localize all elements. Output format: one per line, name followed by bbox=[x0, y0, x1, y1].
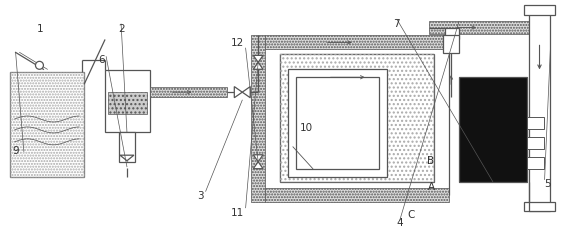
Bar bbox=[429, 21, 529, 33]
Bar bbox=[296, 77, 379, 169]
Text: A: A bbox=[427, 182, 435, 192]
Text: C: C bbox=[407, 210, 415, 220]
Polygon shape bbox=[253, 162, 263, 169]
Text: 10: 10 bbox=[299, 123, 312, 133]
Polygon shape bbox=[253, 155, 263, 162]
Bar bbox=[265, 188, 449, 201]
Bar bbox=[150, 87, 227, 97]
Bar bbox=[527, 137, 545, 149]
Bar bbox=[443, 36, 459, 53]
Bar bbox=[105, 70, 150, 132]
Polygon shape bbox=[235, 87, 243, 98]
Bar bbox=[108, 92, 147, 114]
Bar bbox=[251, 36, 265, 201]
Bar bbox=[288, 69, 387, 177]
Text: 1: 1 bbox=[37, 24, 43, 34]
Text: 2: 2 bbox=[118, 24, 124, 34]
Text: 6: 6 bbox=[98, 55, 105, 65]
Bar bbox=[265, 36, 449, 49]
Bar bbox=[10, 72, 84, 177]
Bar bbox=[280, 54, 434, 182]
Text: 5: 5 bbox=[545, 179, 551, 189]
Text: 9: 9 bbox=[13, 146, 19, 156]
Bar bbox=[10, 72, 84, 177]
Polygon shape bbox=[243, 87, 250, 98]
Text: 3: 3 bbox=[197, 191, 204, 201]
Text: 12: 12 bbox=[231, 38, 244, 48]
Bar bbox=[529, 13, 550, 211]
Bar bbox=[445, 27, 459, 40]
Text: 4: 4 bbox=[396, 218, 403, 228]
Bar bbox=[527, 117, 545, 129]
Polygon shape bbox=[253, 55, 263, 62]
Bar bbox=[527, 157, 545, 169]
Bar bbox=[523, 201, 555, 211]
Bar bbox=[523, 5, 555, 15]
Text: 7: 7 bbox=[394, 19, 400, 29]
Text: B: B bbox=[427, 156, 435, 166]
Bar bbox=[459, 77, 527, 182]
Bar bbox=[119, 132, 135, 162]
Polygon shape bbox=[253, 62, 263, 69]
Bar bbox=[280, 54, 434, 182]
Text: 11: 11 bbox=[231, 208, 244, 218]
Circle shape bbox=[35, 61, 43, 69]
